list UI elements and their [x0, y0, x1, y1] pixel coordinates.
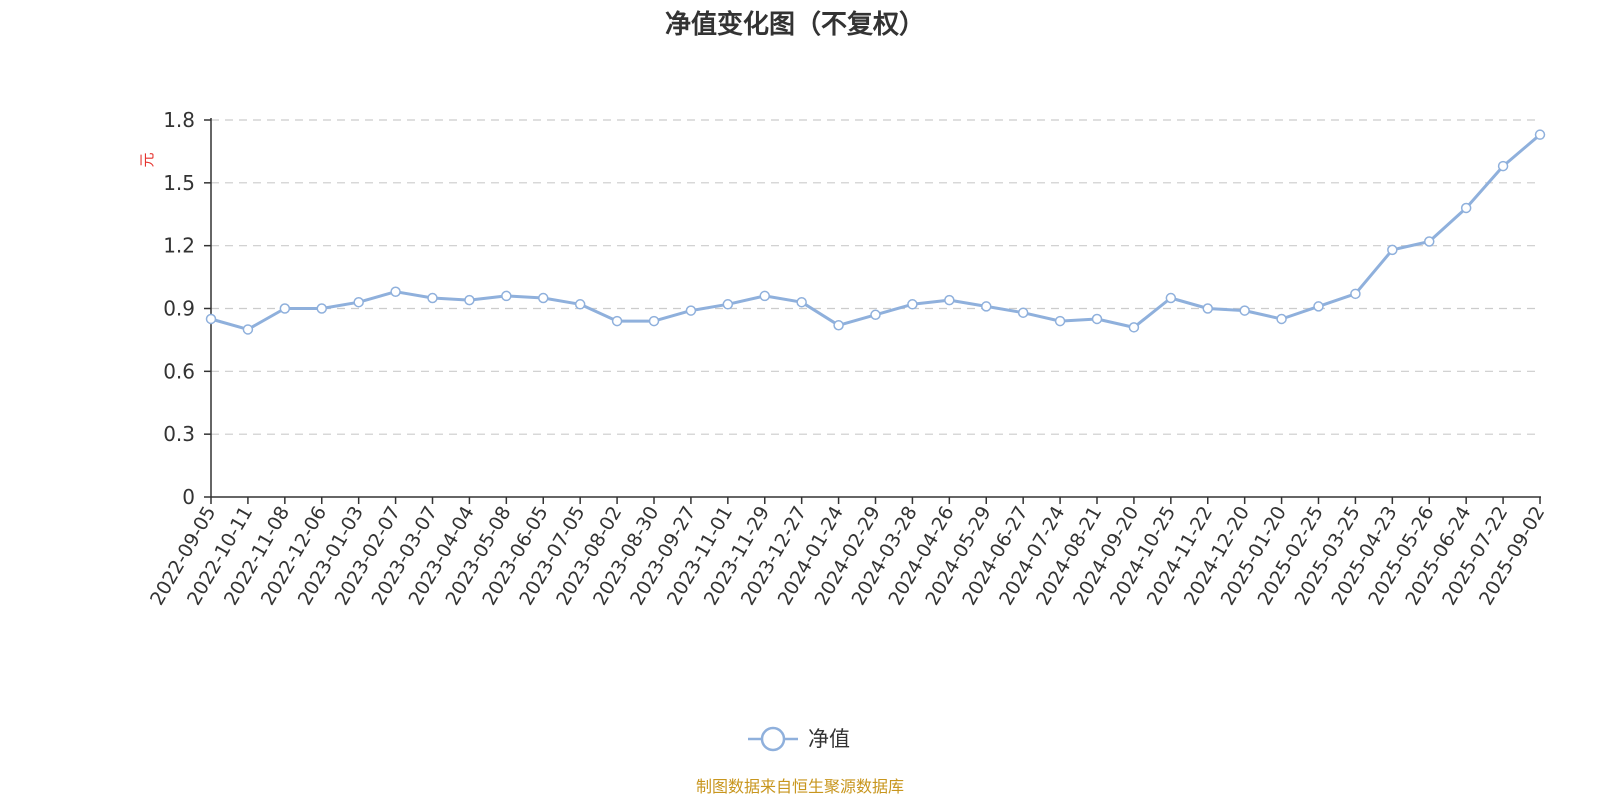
data-point[interactable] — [759, 290, 770, 302]
y-tick-label: 0.9 — [163, 297, 195, 321]
chart-title: 净值变化图（不复权） — [665, 9, 925, 40]
data-point[interactable] — [538, 292, 549, 304]
data-point[interactable] — [1165, 292, 1177, 304]
series-line — [210, 133, 1541, 331]
legend-marker-swatch — [760, 726, 786, 752]
legend[interactable]: 净值 — [748, 726, 850, 752]
y-tick-label: 0.6 — [163, 359, 195, 383]
y-tick-label: 0.3 — [163, 422, 195, 446]
grid-lines — [211, 119, 1540, 435]
y-axis-unit: 元 — [138, 152, 156, 167]
data-point[interactable] — [427, 292, 438, 304]
data-point[interactable] — [1497, 160, 1509, 172]
data-point[interactable] — [1054, 315, 1066, 327]
data-point[interactable] — [722, 299, 734, 310]
data-point[interactable] — [1017, 307, 1029, 318]
source-note: 制图数据来自恒生聚源数据库 — [696, 777, 904, 796]
data-point[interactable] — [390, 286, 401, 297]
data-point[interactable] — [316, 303, 327, 314]
data-point[interactable] — [833, 320, 844, 331]
y-tick-label: 1.2 — [163, 234, 195, 258]
series-net-value — [205, 129, 1546, 335]
data-point[interactable] — [981, 301, 992, 312]
data-point[interactable] — [1276, 313, 1287, 325]
data-point[interactable] — [353, 296, 364, 308]
x-axis: 2022-09-052022-10-112022-11-082022-12-06… — [146, 496, 1549, 609]
data-point[interactable] — [1387, 244, 1398, 256]
data-point[interactable] — [870, 309, 881, 321]
data-point[interactable] — [944, 294, 955, 306]
data-point[interactable] — [279, 303, 291, 314]
data-point[interactable] — [796, 296, 807, 308]
data-point[interactable] — [501, 290, 512, 302]
data-point[interactable] — [1202, 303, 1213, 314]
data-point[interactable] — [1350, 288, 1361, 300]
legend-label: 净值 — [808, 727, 850, 751]
y-tick-label: 0 — [182, 485, 195, 509]
data-point[interactable] — [205, 313, 217, 325]
data-point[interactable] — [907, 299, 918, 310]
data-point[interactable] — [1424, 236, 1435, 247]
data-point[interactable] — [1091, 313, 1103, 325]
data-point[interactable] — [1239, 305, 1250, 316]
y-axis: 0 0.3 0.6 0.9 1.2 1.5 1.8 — [163, 108, 212, 509]
data-point[interactable] — [464, 294, 475, 306]
data-point[interactable] — [1313, 301, 1324, 312]
data-point[interactable] — [648, 315, 660, 327]
data-point[interactable] — [1534, 129, 1546, 140]
y-tick-label: 1.5 — [163, 171, 195, 195]
data-point[interactable] — [611, 315, 623, 327]
data-point[interactable] — [1460, 202, 1472, 214]
y-tick-label: 1.8 — [163, 108, 195, 132]
data-point[interactable] — [685, 305, 697, 316]
data-point[interactable] — [1128, 322, 1140, 333]
data-point[interactable] — [574, 299, 586, 310]
data-point[interactable] — [242, 324, 254, 335]
